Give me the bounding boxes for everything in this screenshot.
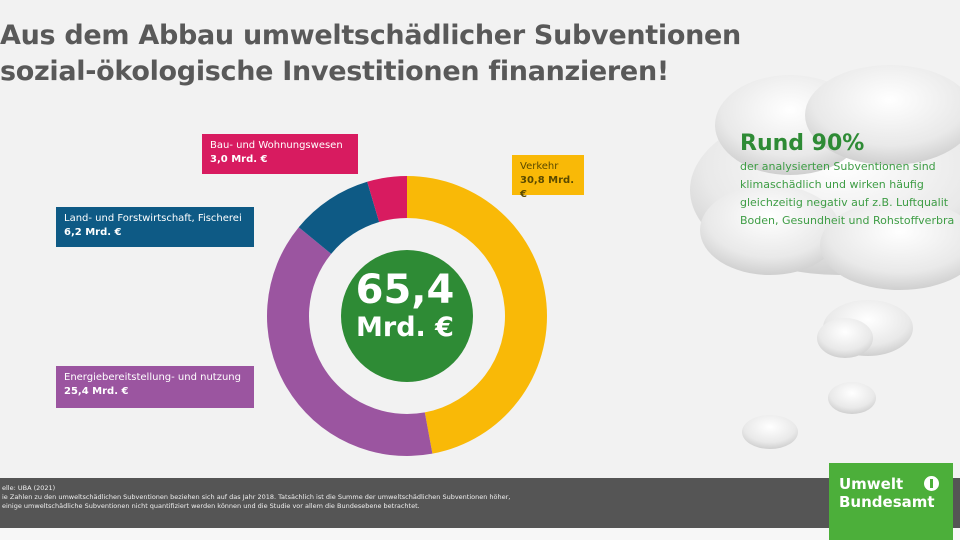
slice-label-verkehr: Verkehr 30,8 Mrd. € [512,155,584,200]
donut-slice-bau [367,176,407,223]
logo-line-1: Umwelt [839,475,904,493]
footer-note: ie Zahlen zu den umweltschädlichen Subve… [2,493,511,501]
slice-name: Verkehr [520,161,559,172]
footer-source-bar: elle: UBA (2021) ie Zahlen zu den umwelt… [0,478,960,528]
slice-value: 6,2 Mrd. € [64,227,122,238]
slice-value: 30,8 Mrd. € [520,175,574,200]
donut-center-circle [341,250,473,382]
slice-label-bau: Bau- und Wohnungswesen 3,0 Mrd. € [202,134,358,174]
title-line-1: Aus dem Abbau umweltschädlicher Subventi… [0,20,741,51]
donut-slice-land [298,181,380,254]
total-unit: Mrd. € [356,312,454,343]
callout-line: gleichzeitig negativ auf z.B. Luftqualit [740,196,949,209]
cloud-small [828,382,876,414]
slice-name: Bau- und Wohnungswesen [210,140,343,151]
cloud-large-part [805,65,960,165]
footer-note: einige umweltschädliche Subventionen nic… [2,502,420,510]
slice-value: 3,0 Mrd. € [210,154,268,165]
slice-name: Land- und Forstwirtschaft, Fischerei [64,213,242,224]
callout-line: Boden, Gesundheit und Rohstoffverbra [740,214,955,227]
cloud-medium [817,318,873,358]
callout-line: klimaschädlich und wirken häufig [740,178,924,191]
slice-value: 25,4 Mrd. € [64,386,129,397]
bottom-strip [0,528,960,540]
title-line-2: sozial-ökologische Investitionen finanzi… [0,56,669,87]
cloud-large-part [820,200,960,290]
callout-text-block: Rund 90% der analysierten Subventionen s… [740,130,960,230]
donut-center-label: 65,4 Mrd. € [333,268,477,344]
logo-line-2: Bundesamt [839,493,935,511]
callout-line: der analysierten Subventionen sind [740,160,936,173]
umweltbundesamt-logo: Umwelt Bundesamt [829,463,953,540]
slice-label-energie: Energiebereitstellung- und nutzung 25,4 … [56,366,254,408]
slice-name: Energiebereitstellung- und nutzung [64,372,241,383]
total-value: 65,4 [355,267,455,313]
cloud-small [742,415,798,449]
donut-slice-verkehr [407,176,547,454]
callout-headline: Rund 90% [740,131,865,156]
page-title: Aus dem Abbau umweltschädlicher Subventi… [0,18,741,90]
cloud-large-part [700,185,840,275]
footer-source: elle: UBA (2021) [2,484,56,492]
logo-emblem-icon [924,476,939,491]
slice-label-land: Land- und Forstwirtschaft, Fischerei 6,2… [56,207,254,247]
donut-slice-energie [266,227,433,457]
